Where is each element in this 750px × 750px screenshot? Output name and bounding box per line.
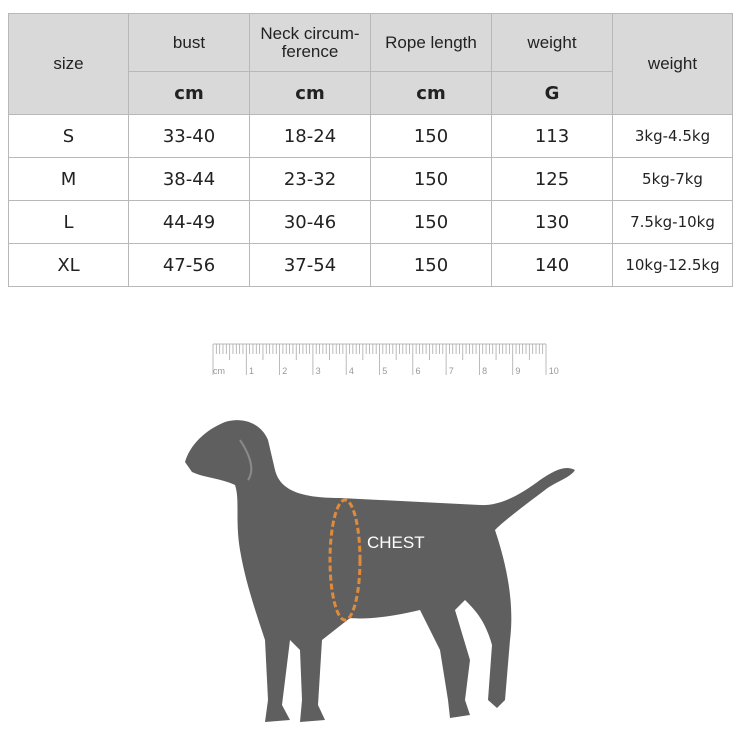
ruler-unit: cm xyxy=(213,366,225,376)
cell-rope: 150 xyxy=(370,114,492,158)
unit-bust: cm xyxy=(128,71,250,115)
cell-size: S xyxy=(8,114,129,158)
header-size: size xyxy=(8,13,129,115)
ruler-label: 7 xyxy=(449,366,454,376)
unit-weight-g: G xyxy=(491,71,613,115)
ruler-label: 2 xyxy=(282,366,287,376)
unit-rope: cm xyxy=(370,71,492,115)
cell-neck: 23-32 xyxy=(249,157,371,201)
cell-weight_g: 113 xyxy=(491,114,613,158)
ruler-label: 8 xyxy=(482,366,487,376)
cell-bust: 47-56 xyxy=(128,243,250,287)
cell-weight_g: 140 xyxy=(491,243,613,287)
cell-weight: 10kg-12.5kg xyxy=(612,243,733,287)
dog-silhouette xyxy=(185,420,575,722)
table-row: XL 47-56 37-54 150 140 10kg-12.5kg xyxy=(8,243,733,287)
table-row: L 44-49 30-46 150 130 7.5kg-10kg xyxy=(8,200,733,244)
cell-rope: 150 xyxy=(370,243,492,287)
ruler-label: 4 xyxy=(349,366,354,376)
chest-measure-loop xyxy=(328,498,362,622)
table-row: M 38-44 23-32 150 125 5kg-7kg xyxy=(8,157,733,201)
cell-neck: 30-46 xyxy=(249,200,371,244)
ruler-label: 9 xyxy=(515,366,520,376)
cell-bust: 33-40 xyxy=(128,114,250,158)
unit-neck: cm xyxy=(249,71,371,115)
header-rope: Rope length xyxy=(370,13,492,72)
cell-bust: 44-49 xyxy=(128,200,250,244)
cell-neck: 37-54 xyxy=(249,243,371,287)
ruler-label: 5 xyxy=(382,366,387,376)
cell-weight_g: 125 xyxy=(491,157,613,201)
ruler-label: 3 xyxy=(316,366,321,376)
cell-size: M xyxy=(8,157,129,201)
cell-bust: 38-44 xyxy=(128,157,250,201)
cell-weight: 5kg-7kg xyxy=(612,157,733,201)
size-chart-table: size bust Neck circum-ference Rope lengt… xyxy=(8,13,733,287)
ruler-label: 10 xyxy=(549,366,559,376)
header-weight-g: weight xyxy=(491,13,613,72)
cell-weight: 3kg-4.5kg xyxy=(612,114,733,158)
ruler: cm 1 2 3 4 5 6 7 8 9 10 xyxy=(212,343,559,376)
chest-label: CHEST xyxy=(367,533,425,552)
cell-weight: 7.5kg-10kg xyxy=(612,200,733,244)
ruler-label: 1 xyxy=(249,366,254,376)
cell-rope: 150 xyxy=(370,200,492,244)
cell-rope: 150 xyxy=(370,157,492,201)
ruler-label: 6 xyxy=(416,366,421,376)
dog-ear xyxy=(239,439,253,481)
